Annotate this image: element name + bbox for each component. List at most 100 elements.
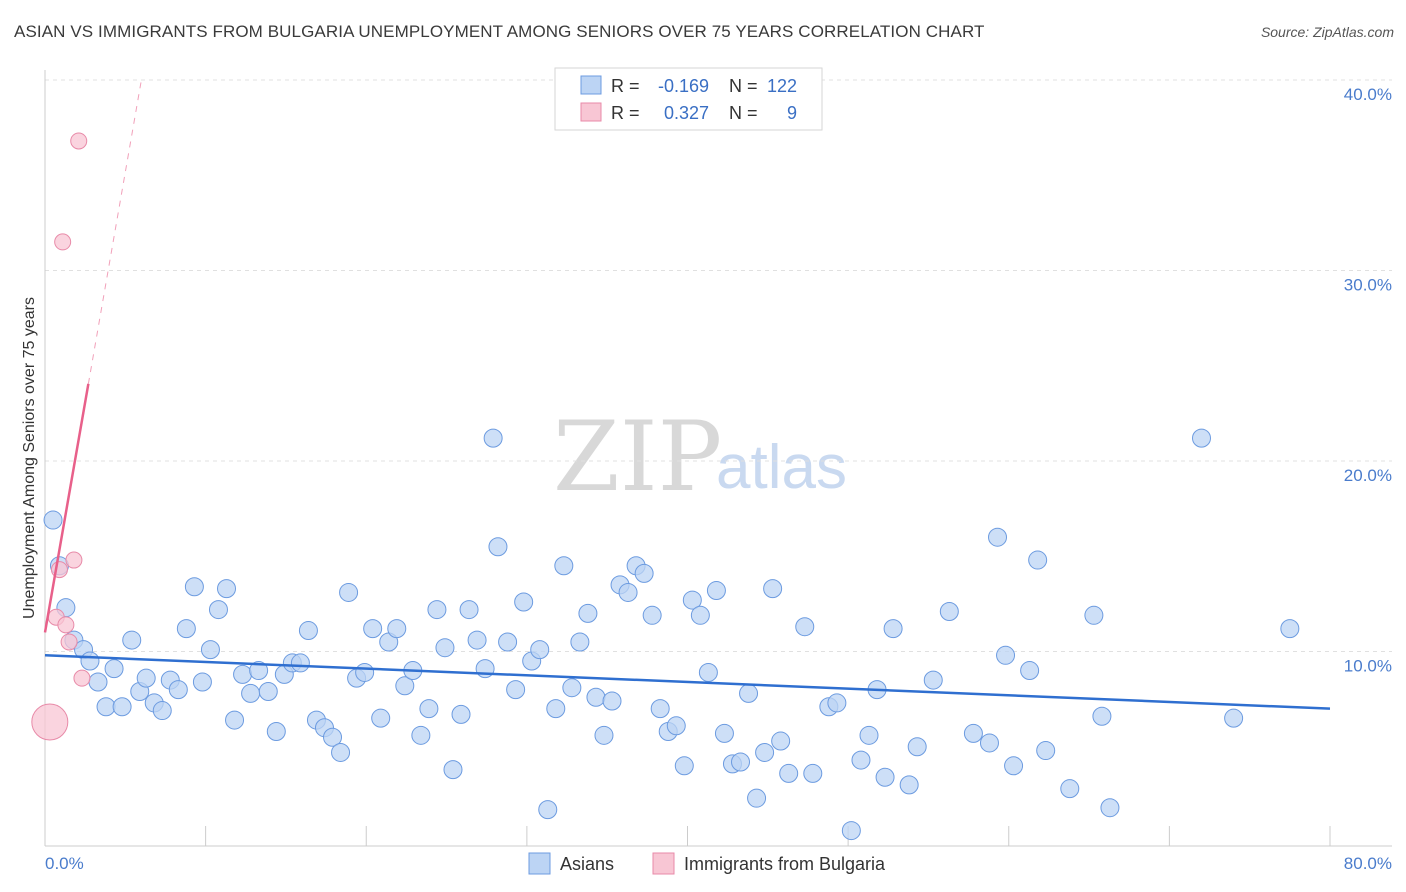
asian-point (586, 687, 606, 707)
legend-r-value-bulgaria: 0.327 (664, 103, 709, 123)
asian-point (419, 699, 439, 719)
bulgaria-point (65, 551, 83, 569)
asian-point (387, 619, 407, 639)
bulgaria-points (31, 132, 91, 741)
asian-point (546, 699, 566, 719)
legend-r-label-asians: R = (611, 76, 640, 96)
legend-swatch-bulgaria (580, 102, 602, 122)
asian-point (1280, 619, 1300, 639)
watermark-atlas: atlas (716, 433, 847, 502)
x-tick-label-min: 0.0% (45, 854, 84, 873)
asian-point (1020, 661, 1040, 681)
x-tick-marks (205, 826, 1331, 846)
bottom-legend-swatch-bulgaria (652, 852, 675, 875)
asian-point (690, 605, 710, 625)
asian-point (498, 632, 518, 652)
asian-point (859, 725, 879, 745)
asian-point (570, 632, 590, 652)
asian-point (979, 733, 999, 753)
x-tick-label-max: 80.0% (1344, 854, 1392, 873)
asian-point (682, 590, 702, 610)
asian-point (803, 763, 823, 783)
legend-swatch-asians (580, 75, 602, 95)
asian-point (763, 579, 783, 599)
asian-point (602, 691, 622, 711)
asian-point (225, 710, 245, 730)
asian-point (963, 723, 983, 743)
asian-point (339, 582, 359, 602)
asian-point (666, 716, 686, 736)
asian-points (43, 428, 1300, 841)
asian-point (841, 821, 861, 841)
asian-point (578, 603, 598, 623)
asian-point (323, 727, 343, 747)
asian-point (249, 661, 269, 681)
asian-point (488, 537, 508, 557)
asian-point (104, 659, 124, 679)
asian-point (634, 563, 654, 583)
legend-n-label-asians: N = (729, 76, 758, 96)
asian-point (1028, 550, 1048, 570)
bulgaria-point (73, 669, 91, 687)
asian-point (795, 617, 815, 637)
asian-point (355, 662, 375, 682)
bulgaria-point (70, 132, 88, 150)
source-credit: Source: ZipAtlas.com (1260, 24, 1394, 40)
y-tick-label: 20.0% (1344, 466, 1392, 485)
asian-point (80, 651, 100, 671)
y-tick-label: 40.0% (1344, 85, 1392, 104)
asian-point (467, 630, 487, 650)
asian-point (1224, 708, 1244, 728)
asian-point (1092, 706, 1112, 726)
asian-point (290, 653, 310, 673)
asian-point (996, 645, 1016, 665)
asian-point (192, 672, 212, 692)
asian-point (530, 640, 550, 660)
asian-point (650, 699, 670, 719)
asian-point (698, 662, 718, 682)
asian-point (1192, 428, 1211, 448)
bottom-legend-label-asians: Asians (560, 854, 614, 874)
asian-point (1084, 605, 1104, 625)
asian-point (1100, 798, 1120, 818)
asian-point (538, 800, 558, 820)
series-legend: Asians Immigrants from Bulgaria (528, 852, 886, 875)
asian-point (459, 600, 479, 620)
asian-point (451, 704, 471, 724)
y-tick-label: 10.0% (1344, 657, 1392, 676)
asian-point (988, 527, 1008, 547)
asian-point (483, 428, 503, 448)
watermark-zip: ZIP (553, 401, 722, 513)
asian-point (1060, 779, 1080, 799)
asian-point (184, 577, 204, 597)
asian-point (43, 510, 63, 530)
asian-point (435, 638, 455, 658)
asian-point (562, 678, 582, 698)
asian-point (827, 693, 847, 713)
asian-point (506, 680, 526, 700)
asian-point (258, 682, 278, 702)
bottom-legend-swatch-asians (528, 852, 551, 875)
asian-point (618, 582, 638, 602)
asian-point (771, 731, 791, 751)
asian-point (208, 600, 228, 620)
asian-point (411, 725, 431, 745)
bulgaria-point (31, 703, 69, 741)
asian-point (298, 621, 318, 641)
legend-n-value-bulgaria: 9 (787, 103, 797, 123)
asian-point (939, 601, 959, 621)
legend-r-value-asians: -0.169 (658, 76, 709, 96)
asian-point (739, 683, 759, 703)
asian-point (1004, 756, 1024, 776)
asian-point (266, 722, 286, 742)
asian-point (747, 788, 767, 808)
asian-point (112, 697, 132, 717)
asian-point (217, 579, 237, 599)
bulgaria-trend-line (43, 383, 90, 633)
asian-point (514, 592, 534, 612)
asian-point (554, 556, 574, 576)
asian-point (88, 672, 108, 692)
asian-point (779, 763, 799, 783)
asian-point (706, 581, 726, 601)
